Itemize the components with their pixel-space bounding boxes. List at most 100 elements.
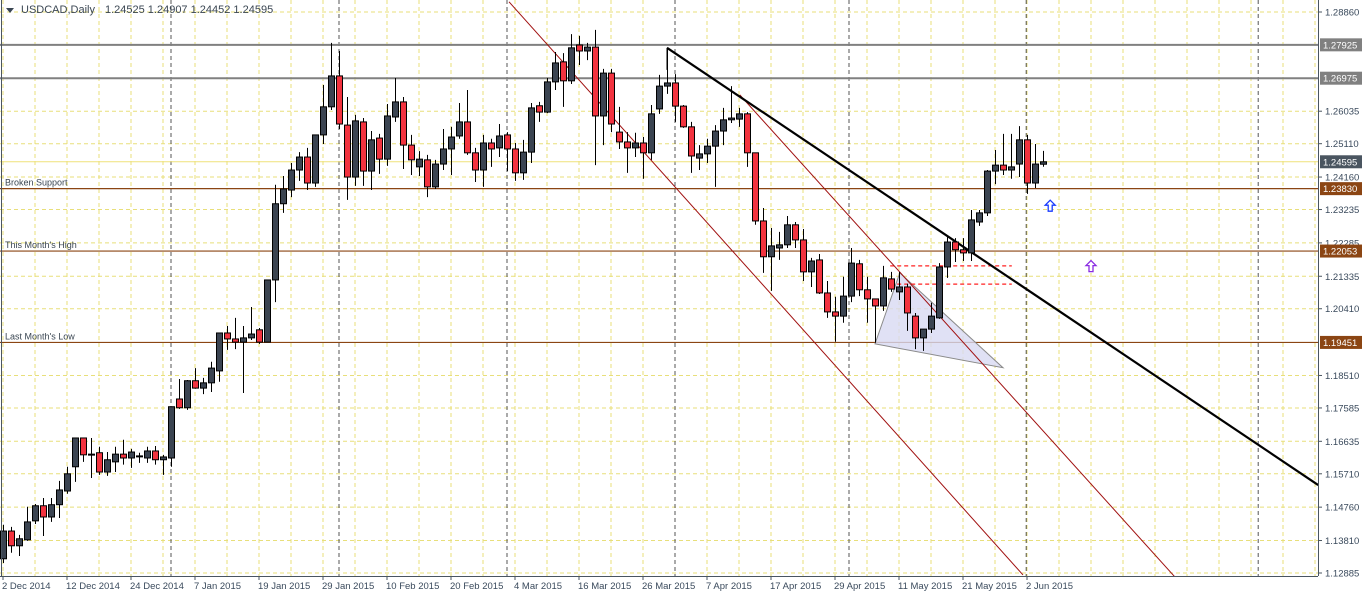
candle-body-bull <box>280 188 287 205</box>
price-tick-label: 1.28860 <box>1325 8 1359 19</box>
candle <box>312 134 319 187</box>
candle <box>296 152 303 181</box>
candle <box>336 50 343 129</box>
candle-body-bull <box>208 367 215 384</box>
candle <box>536 101 543 122</box>
price-tag <box>1320 71 1362 85</box>
candle <box>928 302 935 333</box>
price-tick-label: 1.23235 <box>1325 205 1359 216</box>
dropdown-triangle-icon[interactable] <box>6 7 14 13</box>
candle-body-bear <box>40 505 47 518</box>
candle <box>776 231 783 260</box>
candle-body-bull <box>736 113 743 120</box>
candle-body-bear <box>912 315 919 339</box>
candle-body-bull <box>440 148 447 165</box>
date-tick-label: 2 Jun 2015 <box>1026 581 1073 592</box>
price-tag <box>1320 182 1362 196</box>
candle <box>440 128 447 171</box>
candle <box>352 114 359 186</box>
candle <box>320 85 327 145</box>
candle <box>88 437 95 479</box>
candle-body-bull <box>664 82 671 87</box>
candle <box>72 437 79 482</box>
grid <box>0 0 1318 576</box>
candle <box>24 506 31 541</box>
date-tick-label: 21 May 2015 <box>962 581 1017 592</box>
candle-body-bull <box>600 72 607 117</box>
candle <box>64 466 71 494</box>
candle-body-bear <box>816 259 823 294</box>
candle <box>592 29 599 166</box>
candle <box>488 138 495 167</box>
up-arrow-icon <box>1084 259 1098 273</box>
price-tick-label: 1.18510 <box>1325 371 1359 382</box>
candle-body-bear <box>952 241 959 251</box>
candle-body-bull <box>728 117 735 121</box>
candle <box>104 452 111 476</box>
date-tick-label: 11 May 2015 <box>898 581 952 592</box>
candle <box>936 263 943 319</box>
candle <box>584 42 591 61</box>
candle-body-bull <box>112 453 119 463</box>
candle-body-bear <box>304 156 311 184</box>
candle-body-bear <box>120 453 127 459</box>
candle-body-bear <box>8 530 15 547</box>
candle-body-bull <box>56 489 63 506</box>
candle <box>376 133 383 174</box>
candle-body-bull <box>160 456 167 461</box>
candle-body-bull <box>312 134 319 184</box>
candle <box>16 534 23 556</box>
date-tick-label: 17 Apr 2015 <box>770 581 821 592</box>
candle-body-bull <box>384 115 391 160</box>
candle-body-bear <box>344 124 351 178</box>
candle-body-bull <box>920 328 927 339</box>
candle-body-bull <box>456 121 463 137</box>
candle-body-bull <box>352 120 359 178</box>
date-tick-label: 2 Dec 2014 <box>2 581 51 592</box>
candle <box>256 328 263 344</box>
candle-body-bear <box>336 75 343 125</box>
candle <box>728 86 735 123</box>
candle <box>1000 133 1007 175</box>
price-tick-label: 1.12885 <box>1325 569 1359 580</box>
candle-body-bull <box>392 101 399 118</box>
candle-body-bull <box>184 380 191 409</box>
candle <box>512 142 519 181</box>
candle-body-bear <box>512 148 519 174</box>
candle <box>528 102 535 164</box>
candle-body-bull <box>712 130 719 147</box>
candle <box>200 377 207 395</box>
candle-body-bull <box>784 224 791 246</box>
candles <box>0 29 1047 563</box>
candle-body-bull <box>288 169 295 191</box>
candle <box>216 332 223 382</box>
candle <box>552 52 559 90</box>
candle <box>1016 126 1023 178</box>
date-tick-label: 7 Jan 2015 <box>194 581 241 592</box>
candle <box>344 96 351 200</box>
date-tick-label: 24 Dec 2014 <box>130 581 184 592</box>
time-axis-bg <box>0 576 1362 594</box>
candle <box>696 145 703 171</box>
candle <box>600 68 607 146</box>
candle <box>848 247 855 303</box>
candle-body-bull <box>136 455 143 458</box>
candle <box>328 42 335 110</box>
candle <box>408 134 415 175</box>
candle-body-bear <box>872 298 879 307</box>
candle-body-bear <box>152 450 159 461</box>
candle-body-bull <box>248 333 255 339</box>
candle <box>800 229 807 281</box>
candle <box>1008 133 1015 179</box>
candle <box>960 238 967 261</box>
candle-body-bull <box>128 451 135 459</box>
candle-body-bear <box>592 46 599 117</box>
candle-body-bull <box>200 382 207 389</box>
candle <box>304 147 311 191</box>
candle-body-bull <box>0 530 7 560</box>
candle <box>656 74 663 114</box>
candle-body-bear <box>672 82 679 107</box>
price-tick-label: 1.22285 <box>1325 238 1359 249</box>
candle-body-bull <box>1008 166 1015 171</box>
